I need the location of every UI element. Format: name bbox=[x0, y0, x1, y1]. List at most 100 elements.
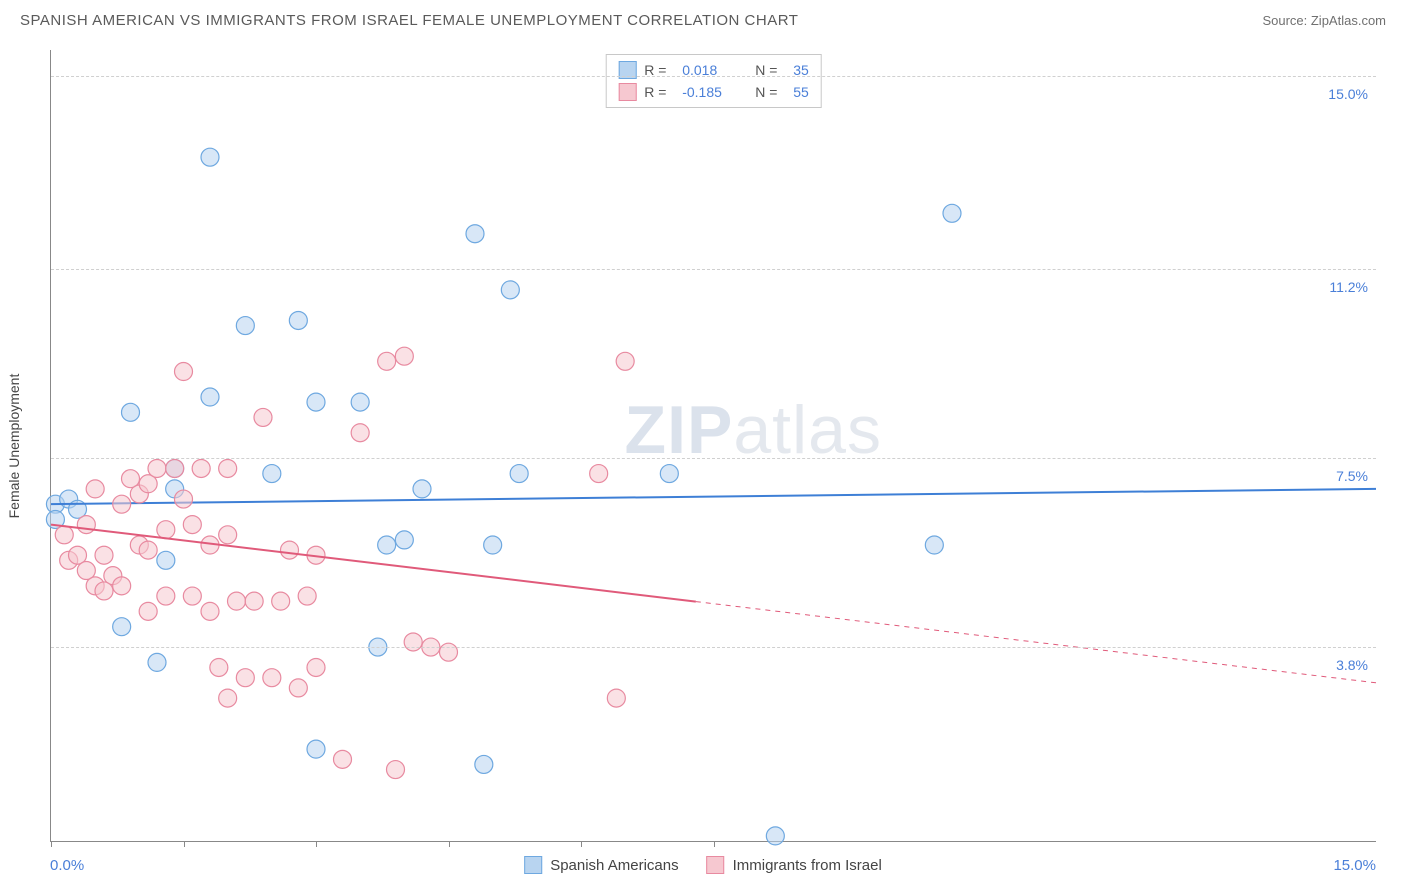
scatter-point bbox=[272, 592, 290, 610]
scatter-point bbox=[254, 408, 272, 426]
scatter-point bbox=[395, 531, 413, 549]
scatter-point bbox=[307, 393, 325, 411]
scatter-point bbox=[510, 465, 528, 483]
scatter-point bbox=[113, 577, 131, 595]
scatter-point bbox=[157, 587, 175, 605]
scatter-point bbox=[228, 592, 246, 610]
legend-series-label: Immigrants from Israel bbox=[733, 857, 882, 874]
scatter-point bbox=[113, 618, 131, 636]
y-tick-label: 7.5% bbox=[1336, 468, 1368, 484]
scatter-point bbox=[148, 653, 166, 671]
scatter-point bbox=[616, 352, 634, 370]
scatter-point bbox=[289, 311, 307, 329]
scatter-point bbox=[378, 352, 396, 370]
x-tick bbox=[449, 841, 450, 847]
chart-title: SPANISH AMERICAN VS IMMIGRANTS FROM ISRA… bbox=[20, 12, 798, 29]
scatter-point bbox=[395, 347, 413, 365]
scatter-point bbox=[307, 658, 325, 676]
correlation-legend: R =0.018N =35 R = -0.185 N = 55 bbox=[605, 54, 822, 108]
x-tick bbox=[581, 841, 582, 847]
scatter-point bbox=[466, 225, 484, 243]
scatter-point bbox=[387, 761, 405, 779]
scatter-point bbox=[475, 755, 493, 773]
scatter-point bbox=[245, 592, 263, 610]
scatter-point bbox=[236, 669, 254, 687]
y-tick-label: 3.8% bbox=[1336, 657, 1368, 673]
legend-correlation-row: R =0.018N =35 bbox=[618, 59, 809, 81]
legend-n-value: 55 bbox=[793, 84, 809, 100]
legend-correlation-row: R = -0.185 N = 55 bbox=[618, 81, 809, 103]
scatter-point bbox=[440, 643, 458, 661]
scatter-point bbox=[86, 480, 104, 498]
scatter-point bbox=[263, 465, 281, 483]
scatter-point bbox=[183, 516, 201, 534]
scatter-point bbox=[175, 490, 193, 508]
scatter-point bbox=[263, 669, 281, 687]
scatter-point bbox=[122, 403, 140, 421]
scatter-point bbox=[281, 541, 299, 559]
scatter-point bbox=[236, 317, 254, 335]
legend-swatch-icon bbox=[707, 856, 725, 874]
scatter-point bbox=[307, 740, 325, 758]
chart-source: Source: ZipAtlas.com bbox=[1262, 13, 1386, 28]
legend-series-item: Spanish Americans bbox=[524, 856, 678, 874]
scatter-point bbox=[219, 689, 237, 707]
scatter-point bbox=[201, 602, 219, 620]
grid-line bbox=[51, 647, 1376, 648]
chart-plot-area: ZIPatlas R =0.018N =35R =-0.185N =55 3.8… bbox=[50, 50, 1376, 842]
legend-swatch-icon bbox=[524, 856, 542, 874]
scatter-point bbox=[139, 602, 157, 620]
scatter-point bbox=[175, 363, 193, 381]
trend-line-solid bbox=[51, 489, 1376, 504]
scatter-point bbox=[413, 480, 431, 498]
scatter-point bbox=[183, 587, 201, 605]
scatter-point bbox=[77, 516, 95, 534]
y-axis-title: Female Unemployment bbox=[6, 374, 22, 519]
legend-r-label: R = bbox=[644, 84, 674, 100]
legend-n-label: N = bbox=[755, 84, 785, 100]
scatter-point bbox=[378, 536, 396, 554]
scatter-point bbox=[289, 679, 307, 697]
y-tick-label: 11.2% bbox=[1329, 279, 1368, 295]
scatter-point bbox=[157, 551, 175, 569]
y-tick-label: 15.0% bbox=[1328, 86, 1368, 102]
scatter-point bbox=[219, 526, 237, 544]
trend-line-solid bbox=[51, 525, 696, 602]
scatter-point bbox=[298, 587, 316, 605]
series-legend: Spanish Americans Immigrants from Israel bbox=[524, 856, 882, 874]
x-tick bbox=[51, 841, 52, 847]
x-tick bbox=[714, 841, 715, 847]
scatter-point bbox=[201, 388, 219, 406]
scatter-point bbox=[113, 495, 131, 513]
scatter-point bbox=[766, 827, 784, 845]
legend-series-label: Spanish Americans bbox=[550, 857, 678, 874]
scatter-point bbox=[660, 465, 678, 483]
x-tick bbox=[316, 841, 317, 847]
legend-swatch-icon bbox=[618, 83, 636, 101]
trend-line-dashed bbox=[696, 602, 1376, 683]
scatter-point bbox=[201, 148, 219, 166]
grid-line bbox=[51, 76, 1376, 77]
scatter-point bbox=[943, 204, 961, 222]
scatter-point bbox=[351, 393, 369, 411]
scatter-point bbox=[607, 689, 625, 707]
scatter-point bbox=[501, 281, 519, 299]
scatter-point bbox=[404, 633, 422, 651]
scatter-point bbox=[351, 424, 369, 442]
scatter-point bbox=[139, 541, 157, 559]
scatter-point bbox=[95, 582, 113, 600]
scatter-point bbox=[55, 526, 73, 544]
scatter-point bbox=[210, 658, 228, 676]
scatter-point bbox=[590, 465, 608, 483]
x-axis-min-label: 0.0% bbox=[50, 857, 84, 874]
scatter-point bbox=[166, 459, 184, 477]
legend-series-item: Immigrants from Israel bbox=[707, 856, 882, 874]
legend-r-value: -0.185 bbox=[682, 84, 737, 100]
scatter-point bbox=[192, 459, 210, 477]
scatter-point bbox=[219, 459, 237, 477]
scatter-point bbox=[334, 750, 352, 768]
grid-line bbox=[51, 458, 1376, 459]
grid-line bbox=[51, 269, 1376, 270]
scatter-point bbox=[484, 536, 502, 554]
scatter-point bbox=[148, 459, 166, 477]
